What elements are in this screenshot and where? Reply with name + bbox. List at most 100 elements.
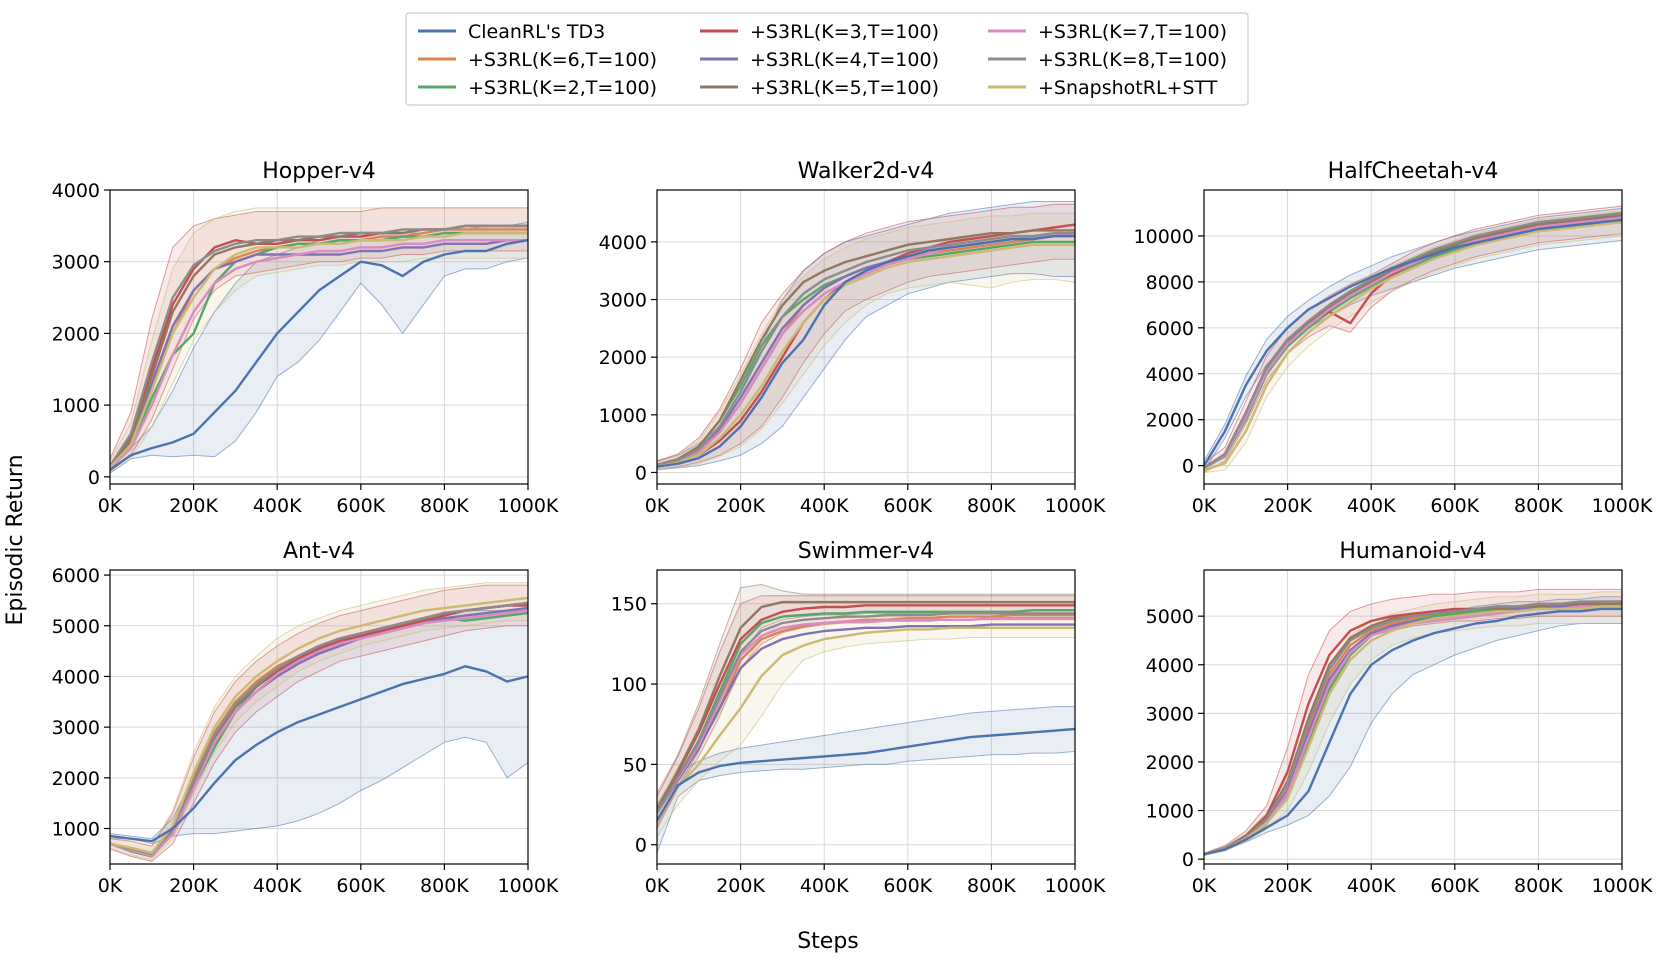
y-tick-label: 1000 (1146, 801, 1194, 823)
band-edge-lower-snapshotrl-stt (657, 637, 1075, 837)
gridlines (109, 570, 529, 864)
series-line-s3rl-k-8-t-100 (110, 601, 528, 856)
y-tick-label: 6000 (52, 565, 100, 587)
plot-area (110, 582, 528, 863)
band-s3rl-k-5-t-100 (657, 584, 1075, 826)
x-tick-label: 400K (253, 495, 302, 517)
x-tick-label: 200K (1263, 495, 1312, 517)
legend-entry-s3rl-k-7-t-100: +S3RL(K=7,T=100) (988, 21, 1227, 43)
x-tick-label: 200K (716, 495, 765, 517)
plot-area (657, 201, 1075, 471)
y-tick-label: 50 (623, 754, 647, 776)
legend-entry-cleanrl-s-td3: CleanRL's TD3 (418, 21, 605, 43)
series-line-cleanrl-s-td3 (1204, 607, 1622, 856)
y-tick-label: 0 (88, 467, 100, 489)
series-line-cleanrl-s-td3 (657, 727, 1075, 822)
y-tick-label: 2000 (599, 347, 647, 369)
x-tick-label: 200K (716, 875, 765, 897)
series-line-s3rl-k-3-t-100 (657, 604, 1075, 814)
band-edge-upper-s3rl-k-3-t-100 (1204, 588, 1622, 854)
legend-label: CleanRL's TD3 (468, 21, 605, 43)
x-tick-label: 1000K (498, 875, 559, 897)
series-line-s3rl-k-8-t-100 (657, 612, 1075, 814)
y-tick-label: 5000 (52, 616, 100, 638)
series-line-snapshotrl-stt (1204, 605, 1622, 856)
subplot-title: Ant-v4 (283, 539, 355, 564)
legend-label: +S3RL(K=6,T=100) (468, 49, 657, 71)
subplot-ant-v4: Ant-v4 0K 200K 400K 600K 800K 1000K 1000 2000 300… (52, 539, 559, 897)
y-tick-label: 0 (635, 835, 647, 857)
x-tick-label: 1000K (1045, 495, 1106, 517)
axes-frame (1203, 569, 1623, 865)
series-line-s3rl-k-8-t-100 (110, 224, 528, 467)
band-edge-lower-s3rl-k-3-t-100 (1204, 233, 1622, 473)
series-line-snapshotrl-stt (110, 231, 528, 469)
y-tick-label: 4000 (52, 666, 100, 688)
y-tick-label: 4000 (1146, 364, 1194, 386)
x-tick-label: 1000K (1592, 495, 1653, 517)
legend-label: +S3RL(K=8,T=100) (1038, 49, 1227, 71)
band-edge-upper-cleanrl-s-td3 (657, 706, 1075, 805)
x-tick-label: 800K (420, 875, 469, 897)
x-tick-label: 200K (169, 875, 218, 897)
series-line-snapshotrl-stt (657, 243, 1075, 468)
x-tick-label: 800K (967, 875, 1016, 897)
x-tick-label: 400K (800, 495, 849, 517)
band-edge-lower-snapshotrl-stt (110, 257, 528, 473)
band-edge-lower-cleanrl-s-td3 (1204, 623, 1622, 856)
axes-frame (109, 189, 529, 485)
x-tick-label: 0K (645, 875, 670, 897)
x-tick-label: 600K (1430, 875, 1479, 897)
legend-label: +S3RL(K=4,T=100) (750, 49, 939, 71)
series-line-cleanrl-s-td3 (110, 239, 528, 471)
legend-entry-s3rl-k-2-t-100: +S3RL(K=2,T=100) (418, 77, 657, 99)
subplot-walker2d-v4: Walker2d-v4 0K 200K 400K 600K 800K 1000K 0 1000 2… (599, 159, 1106, 517)
y-tick-label: 2000 (1146, 752, 1194, 774)
legend-frame (405, 12, 1249, 106)
x-tick-label: 400K (1347, 875, 1396, 897)
series-line-s3rl-k-4-t-100 (110, 239, 528, 469)
subplot-halfcheetah-v4: HalfCheetah-v4 0K 200K 400K 600K 800K 1000K 0 20… (1134, 159, 1653, 517)
band-s3rl-k-3-t-100 (110, 207, 528, 472)
x-tick-label: 800K (420, 495, 469, 517)
legend-label: +S3RL(K=5,T=100) (750, 77, 939, 99)
legend-label: +S3RL(K=2,T=100) (468, 77, 657, 99)
legend: CleanRL's TD3 +S3RL(K=6,T=100) +S3RL(K=2,T… (405, 12, 1249, 106)
series-line-snapshotrl-stt (110, 596, 528, 854)
series-line-s3rl-k-7-t-100 (1204, 216, 1622, 469)
band-edge-lower-s3rl-k-3-t-100 (110, 625, 528, 863)
series-line-cleanrl-s-td3 (657, 234, 1075, 468)
band-edge-lower-cleanrl-s-td3 (657, 273, 1075, 471)
plot-area (110, 207, 528, 474)
y-tick-label: 1000 (52, 819, 100, 841)
band-snapshotrl-stt (110, 207, 528, 473)
series-line-s3rl-k-7-t-100 (110, 609, 528, 858)
x-tick-label: 800K (1514, 495, 1563, 517)
series-line-s3rl-k-8-t-100 (657, 232, 1075, 467)
y-tick-label: 2000 (1146, 410, 1194, 432)
y-tick-label: 6000 (1146, 318, 1194, 340)
band-edge-lower-snapshotrl-stt (110, 620, 528, 861)
x-tick-label: 800K (1514, 875, 1563, 897)
y-axis-label: Episodic Return (3, 454, 28, 625)
x-tick-label: 600K (1430, 495, 1479, 517)
x-tick-label: 400K (1347, 495, 1396, 517)
x-tick-label: 0K (1192, 495, 1217, 517)
y-tick-label: 100 (611, 674, 647, 696)
band-snapshotrl-stt (657, 616, 1075, 837)
y-tick-label: 10000 (1134, 226, 1194, 248)
band-edge-upper-cleanrl-s-td3 (1204, 207, 1622, 462)
y-tick-label: 0 (1182, 849, 1194, 871)
x-tick-label: 1000K (1592, 875, 1653, 897)
y-tick-label: 4000 (599, 232, 647, 254)
x-tick-label: 600K (883, 875, 932, 897)
band-snapshotrl-stt (657, 213, 1075, 470)
y-tick-label: 4000 (1146, 655, 1194, 677)
axes-frame (656, 569, 1076, 865)
series-line-snapshotrl-stt (1204, 221, 1622, 472)
series-line-cleanrl-s-td3 (1204, 218, 1622, 467)
legend-label: +S3RL(K=3,T=100) (750, 21, 939, 43)
subplot-swimmer-v4: Swimmer-v4 0K 200K 400K 600K 800K 1000K 0 50 100 1… (611, 539, 1106, 897)
series-line-s3rl-k-8-t-100 (1204, 600, 1622, 856)
